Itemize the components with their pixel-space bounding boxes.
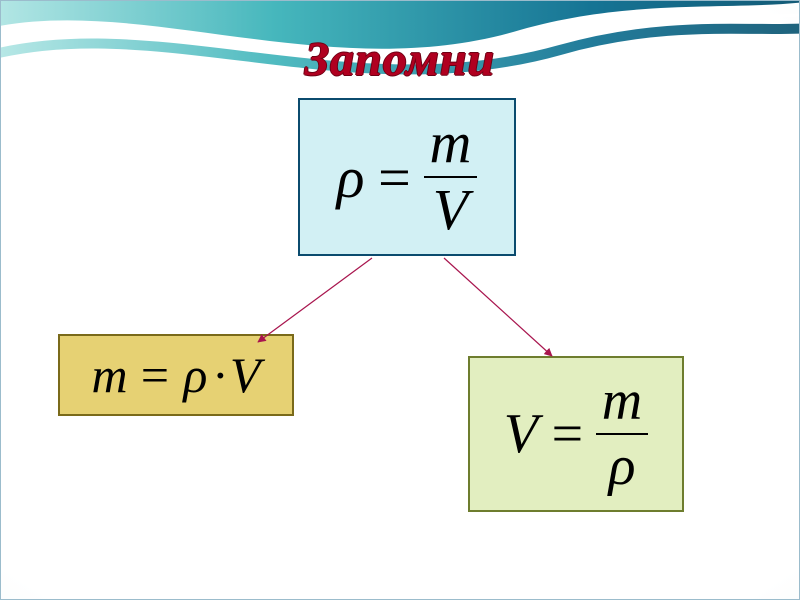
rho-fraction: m V	[424, 113, 478, 241]
m-rhs-V: V	[226, 346, 261, 404]
V-denominator: ρ	[603, 435, 642, 496]
formula-box-V: V = m ρ	[468, 356, 684, 512]
m-rhs-rho: ρ	[181, 346, 213, 404]
dot-operator: ·	[213, 346, 226, 404]
formula-box-rho: ρ = m V	[298, 98, 516, 256]
rho-denominator: V	[427, 178, 474, 241]
rho-lhs: ρ	[337, 144, 365, 211]
V-lhs: V	[504, 402, 538, 466]
rho-numerator: m	[424, 113, 478, 176]
m-lhs: m	[92, 346, 128, 404]
equals-sign: =	[538, 402, 596, 466]
equals-sign: =	[364, 144, 423, 211]
slide-title: Запомни	[0, 32, 800, 87]
V-fraction: m ρ	[596, 372, 648, 496]
equals-sign: =	[128, 346, 182, 404]
V-numerator: m	[596, 372, 648, 433]
formula-box-m: m = ρ · V	[58, 334, 294, 416]
